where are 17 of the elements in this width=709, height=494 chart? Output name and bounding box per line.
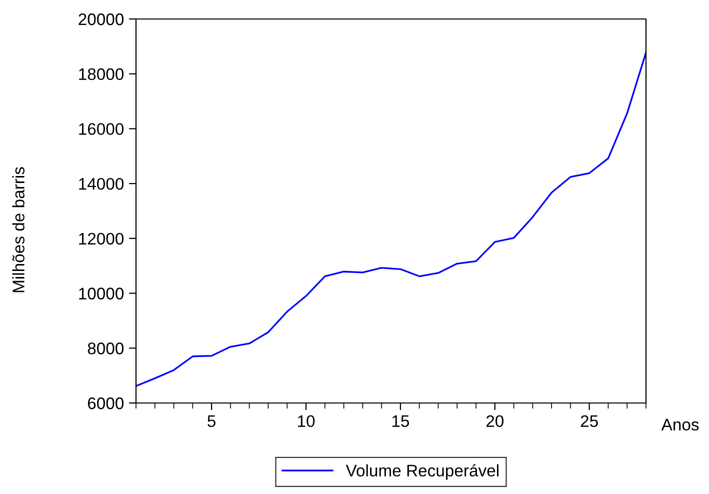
y-tick-label: 12000: [79, 232, 124, 245]
x-tick-label: 10: [298, 415, 315, 428]
x-tick-label: 5: [208, 415, 216, 428]
y-tick-label: 10000: [79, 288, 124, 300]
y-tick-label: 14000: [79, 178, 124, 190]
y-tick-label: 6000: [88, 397, 124, 410]
legend-label: Volume Recuperável: [346, 464, 498, 480]
y-tick-label: 18000: [79, 68, 124, 80]
line-series: [136, 52, 646, 387]
x-tick-label: 25: [580, 415, 598, 428]
y-axis-title: Milhões de barris: [12, 167, 24, 292]
x-tick-label: 20: [486, 415, 504, 428]
y-tick-label: 8000: [88, 342, 124, 354]
x-axis-title: Anos: [661, 418, 699, 431]
x-tick-label: 15: [392, 415, 410, 428]
y-tick-label: 16000: [79, 123, 124, 135]
y-tick-label: 20000: [78, 13, 124, 26]
